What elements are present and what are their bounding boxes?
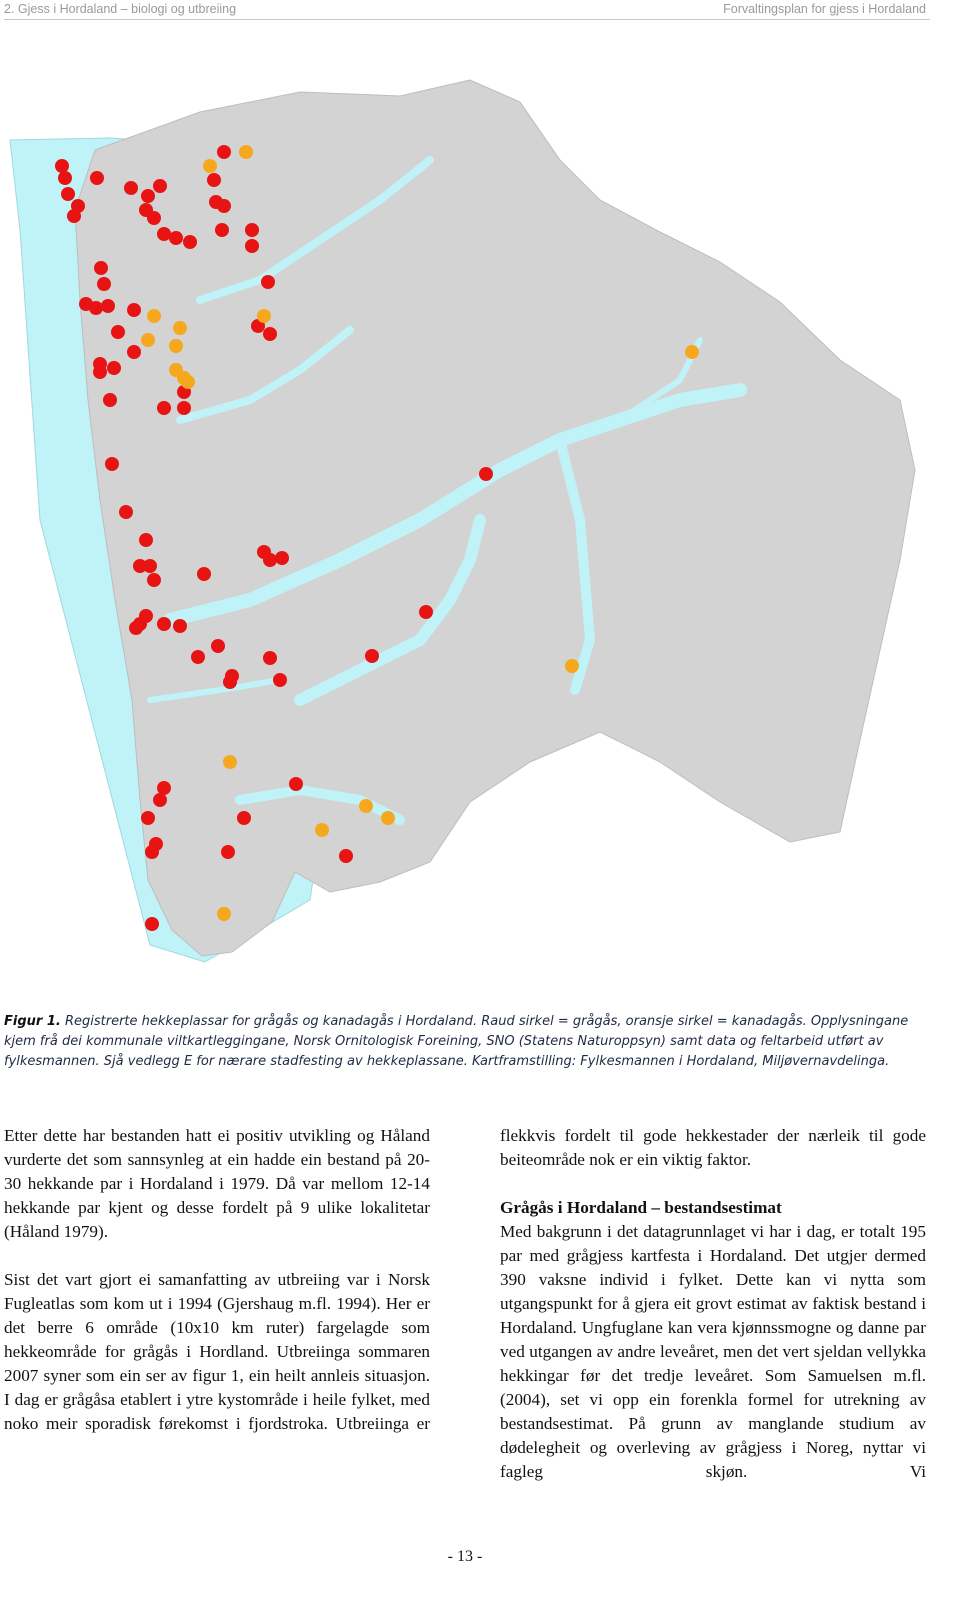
nest-marker <box>153 793 167 807</box>
nest-marker <box>215 223 229 237</box>
nest-marker <box>479 467 493 481</box>
nest-marker <box>221 845 235 859</box>
nest-marker <box>141 811 155 825</box>
nest-marker <box>173 619 187 633</box>
nest-marker <box>127 303 141 317</box>
nest-marker <box>239 145 253 159</box>
nest-marker <box>105 457 119 471</box>
map <box>9 79 916 963</box>
nest-marker <box>263 651 277 665</box>
nest-marker <box>177 401 191 415</box>
nest-marker <box>273 673 287 687</box>
nest-marker <box>58 171 72 185</box>
header-right: Forvaltingsplan for gjess i Hordaland <box>723 2 926 16</box>
nest-marker <box>141 189 155 203</box>
nest-marker <box>365 649 379 663</box>
nest-markers <box>55 145 699 931</box>
nest-marker <box>145 845 159 859</box>
nest-marker <box>181 375 195 389</box>
figure-caption-text: Registrerte hekkeplassar for grågås og k… <box>4 1014 909 1069</box>
paragraph: Sist det vart gjort ei samanfatting av u… <box>4 1270 430 1433</box>
nest-marker <box>145 917 159 931</box>
nest-marker <box>157 617 171 631</box>
nest-marker <box>97 277 111 291</box>
nest-marker <box>169 339 183 353</box>
nest-marker <box>207 173 221 187</box>
nest-marker <box>211 639 225 653</box>
nest-marker <box>315 823 329 837</box>
nest-marker <box>157 401 171 415</box>
header-rule <box>4 19 930 20</box>
nest-marker <box>565 659 579 673</box>
nest-marker <box>263 553 277 567</box>
paragraph: Med bakgrunn i det datagrunnlaget vi har… <box>500 1222 926 1481</box>
nest-marker <box>55 159 69 173</box>
nest-marker <box>245 239 259 253</box>
nest-marker <box>419 605 433 619</box>
nest-marker <box>61 187 75 201</box>
nest-marker <box>217 907 231 921</box>
header-left: 2. Gjess i Hordaland – biologi og utbrei… <box>4 2 237 16</box>
section-heading: Grågås i Hordaland – bestandsestimat <box>500 1198 782 1217</box>
nest-marker <box>191 650 205 664</box>
nest-marker <box>141 333 155 347</box>
land <box>74 79 916 957</box>
nest-marker <box>173 321 187 335</box>
nest-marker <box>127 345 141 359</box>
nest-marker <box>129 621 143 635</box>
nest-marker <box>124 181 138 195</box>
nest-marker <box>133 559 147 573</box>
nest-marker <box>67 209 81 223</box>
nest-marker <box>263 327 277 341</box>
nest-marker <box>289 777 303 791</box>
figure-caption: Figur 1. Registrerte hekkeplassar for gr… <box>4 1012 926 1072</box>
nest-marker <box>90 171 104 185</box>
nest-marker <box>237 811 251 825</box>
figure-label: Figur 1. <box>4 1014 61 1029</box>
nest-marker <box>245 223 259 237</box>
paragraph: Etter dette har bestanden hatt ei positi… <box>4 1126 430 1241</box>
page-number: - 13 - <box>447 1548 483 1565</box>
nest-marker <box>359 799 373 813</box>
fjords <box>147 156 747 825</box>
nest-marker <box>93 365 107 379</box>
nest-marker <box>101 299 115 313</box>
nest-marker <box>685 345 699 359</box>
nest-marker <box>275 551 289 565</box>
nest-marker <box>339 849 353 863</box>
nest-marker <box>89 301 103 315</box>
nest-marker <box>157 227 171 241</box>
nest-marker <box>197 567 211 581</box>
nest-marker <box>217 145 231 159</box>
nest-marker <box>147 211 161 225</box>
nest-marker <box>103 393 117 407</box>
nest-marker <box>217 199 231 213</box>
nest-marker <box>139 533 153 547</box>
nest-marker <box>203 159 217 173</box>
paragraph: flekkvis fordelt til gode hekkestader de… <box>500 1126 926 1169</box>
nest-marker <box>94 261 108 275</box>
nest-marker <box>153 179 167 193</box>
nest-marker <box>261 275 275 289</box>
nest-marker <box>381 811 395 825</box>
nest-marker <box>169 231 183 245</box>
nest-marker <box>257 309 271 323</box>
nest-marker <box>223 675 237 689</box>
nest-marker <box>143 559 157 573</box>
nest-marker <box>147 309 161 323</box>
nest-marker <box>107 361 121 375</box>
nest-marker <box>147 573 161 587</box>
left-column: Etter dette har bestanden hatt ei positi… <box>4 1124 430 1436</box>
nest-marker <box>119 505 133 519</box>
nest-marker <box>111 325 125 339</box>
nest-marker <box>157 781 171 795</box>
nest-marker <box>183 235 197 249</box>
nest-marker <box>223 755 237 769</box>
right-column: flekkvis fordelt til gode hekkestader de… <box>500 1124 926 1484</box>
